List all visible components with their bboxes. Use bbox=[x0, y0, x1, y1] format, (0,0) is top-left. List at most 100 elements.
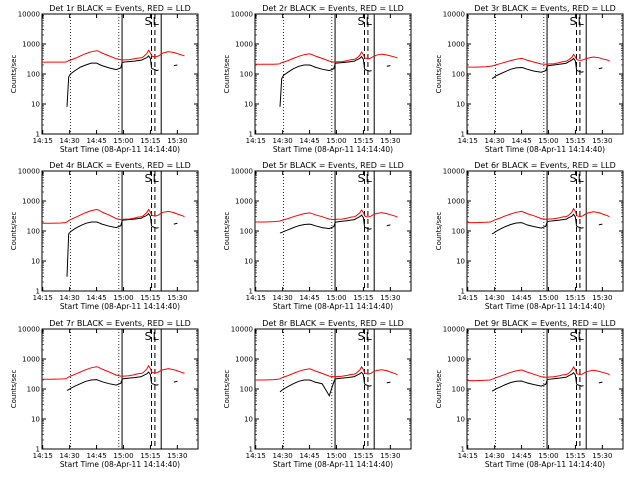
marker-letter: S bbox=[145, 330, 152, 343]
marker-letter: S bbox=[570, 172, 577, 185]
axes-frame bbox=[466, 328, 624, 450]
marker-letter: S bbox=[570, 15, 577, 28]
y-tick-label: 10 bbox=[456, 101, 465, 109]
x-tick-label: 15:00 bbox=[113, 452, 133, 460]
y-axis-label: Counts/sec bbox=[223, 212, 231, 251]
axes-frame bbox=[41, 328, 199, 450]
marker-letter: S bbox=[145, 172, 152, 185]
x-tick-label: 15:00 bbox=[113, 137, 133, 145]
x-tick-label: 15:15 bbox=[565, 452, 585, 460]
marker-letter: L bbox=[578, 15, 585, 28]
x-tick-label: 14:45 bbox=[299, 294, 319, 302]
marker-letter: S bbox=[358, 15, 365, 28]
y-tick-label: 100 bbox=[27, 71, 40, 79]
x-axis-label: Start Time (08-Apr-11 14:14:40) bbox=[485, 302, 605, 311]
x-tick-label: 14:45 bbox=[299, 452, 319, 460]
marker-letter: L bbox=[153, 172, 160, 185]
x-tick-label: 15:15 bbox=[353, 294, 373, 302]
y-tick-label: 10000 bbox=[18, 168, 40, 176]
x-tick-label: 14:30 bbox=[60, 452, 80, 460]
axes-frame bbox=[466, 13, 624, 135]
y-tick-label: 1 bbox=[249, 288, 253, 296]
y-tick-label: 10 bbox=[31, 101, 40, 109]
x-tick-label: 14:30 bbox=[60, 137, 80, 145]
series-line-events bbox=[280, 57, 398, 107]
panel-title: Det 2r BLACK = Events, RED = LLD bbox=[262, 4, 404, 13]
x-tick-label: 14:45 bbox=[86, 137, 106, 145]
x-tick-label: 15:30 bbox=[167, 452, 187, 460]
x-tick-label: 14:30 bbox=[273, 137, 293, 145]
y-axis-label: Counts/sec bbox=[223, 370, 231, 409]
x-tick-label: 15:30 bbox=[380, 137, 400, 145]
x-tick-label: 14:15 bbox=[33, 137, 53, 145]
x-tick-label: 15:00 bbox=[326, 452, 346, 460]
x-tick-label: 15:30 bbox=[167, 294, 187, 302]
y-tick-label: 1000 bbox=[447, 41, 465, 49]
y-tick-label: 100 bbox=[240, 228, 253, 236]
x-tick-label: 15:15 bbox=[140, 137, 160, 145]
y-tick-label: 10000 bbox=[18, 11, 40, 19]
series-line-events bbox=[67, 214, 185, 277]
x-tick-label: 14:15 bbox=[33, 452, 53, 460]
y-tick-label: 1 bbox=[461, 288, 465, 296]
y-tick-label: 1000 bbox=[447, 198, 465, 206]
x-axis-label: Start Time (08-Apr-11 14:14:40) bbox=[273, 145, 393, 154]
y-tick-label: 1 bbox=[461, 446, 465, 454]
x-tick-label: 15:15 bbox=[140, 452, 160, 460]
marker-letter: L bbox=[578, 330, 585, 343]
x-tick-label: 14:45 bbox=[86, 294, 106, 302]
y-axis-label: Counts/sec bbox=[223, 55, 231, 94]
marker-letter: L bbox=[578, 172, 585, 185]
series-line-lld bbox=[467, 53, 610, 68]
x-tick-label: 14:15 bbox=[33, 294, 53, 302]
axes-frame bbox=[254, 170, 412, 292]
y-tick-label: 1 bbox=[461, 131, 465, 139]
x-tick-label: 15:30 bbox=[592, 452, 612, 460]
x-tick-label: 15:15 bbox=[565, 294, 585, 302]
y-tick-label: 1000 bbox=[22, 41, 40, 49]
y-tick-label: 100 bbox=[240, 386, 253, 394]
y-axis-label: Counts/sec bbox=[10, 370, 18, 409]
panel-det-1: Det 1r BLACK = Events, RED = LLD 1 10 100 10… bbox=[10, 4, 199, 154]
x-axis-label: Start Time (08-Apr-11 14:14:40) bbox=[60, 145, 180, 154]
panel-det-8: Det 8r BLACK = Events, RED = LLD 1 10 100 10… bbox=[223, 319, 412, 469]
series-line-events bbox=[67, 56, 185, 107]
x-tick-label: 14:45 bbox=[86, 452, 106, 460]
panel-title: Det 9r BLACK = Events, RED = LLD bbox=[474, 319, 616, 328]
panel-title: Det 1r BLACK = Events, RED = LLD bbox=[49, 4, 191, 13]
y-axis-label: Counts/sec bbox=[10, 55, 18, 94]
y-tick-label: 1000 bbox=[447, 356, 465, 364]
series-line-lld bbox=[255, 51, 398, 65]
x-tick-label: 15:30 bbox=[380, 452, 400, 460]
axes-frame bbox=[466, 170, 624, 292]
y-tick-label: 10 bbox=[456, 416, 465, 424]
marker-letter: S bbox=[358, 330, 365, 343]
y-tick-label: 100 bbox=[27, 386, 40, 394]
y-tick-label: 10000 bbox=[231, 326, 253, 334]
panel-det-9: Det 9r BLACK = Events, RED = LLD 1 10 100 10… bbox=[435, 319, 624, 469]
series-line-lld bbox=[42, 364, 185, 380]
x-tick-label: 14:15 bbox=[246, 294, 266, 302]
axes-frame bbox=[41, 170, 199, 292]
y-tick-label: 10 bbox=[31, 258, 40, 266]
x-tick-label: 15:00 bbox=[113, 294, 133, 302]
x-tick-label: 14:45 bbox=[511, 137, 531, 145]
marker-letter: S bbox=[145, 15, 152, 28]
panel-det-3: Det 3r BLACK = Events, RED = LLD 1 10 100 10… bbox=[435, 4, 624, 154]
x-tick-label: 15:15 bbox=[140, 294, 160, 302]
x-axis-label: Start Time (08-Apr-11 14:14:40) bbox=[273, 302, 393, 311]
panel-title: Det 5r BLACK = Events, RED = LLD bbox=[262, 161, 404, 170]
x-tick-label: 14:30 bbox=[273, 294, 293, 302]
y-axis-label: Counts/sec bbox=[10, 212, 18, 251]
y-tick-label: 100 bbox=[452, 386, 465, 394]
y-tick-label: 1 bbox=[36, 446, 40, 454]
x-tick-label: 15:00 bbox=[538, 137, 558, 145]
y-tick-label: 100 bbox=[452, 71, 465, 79]
y-tick-label: 10 bbox=[244, 416, 253, 424]
